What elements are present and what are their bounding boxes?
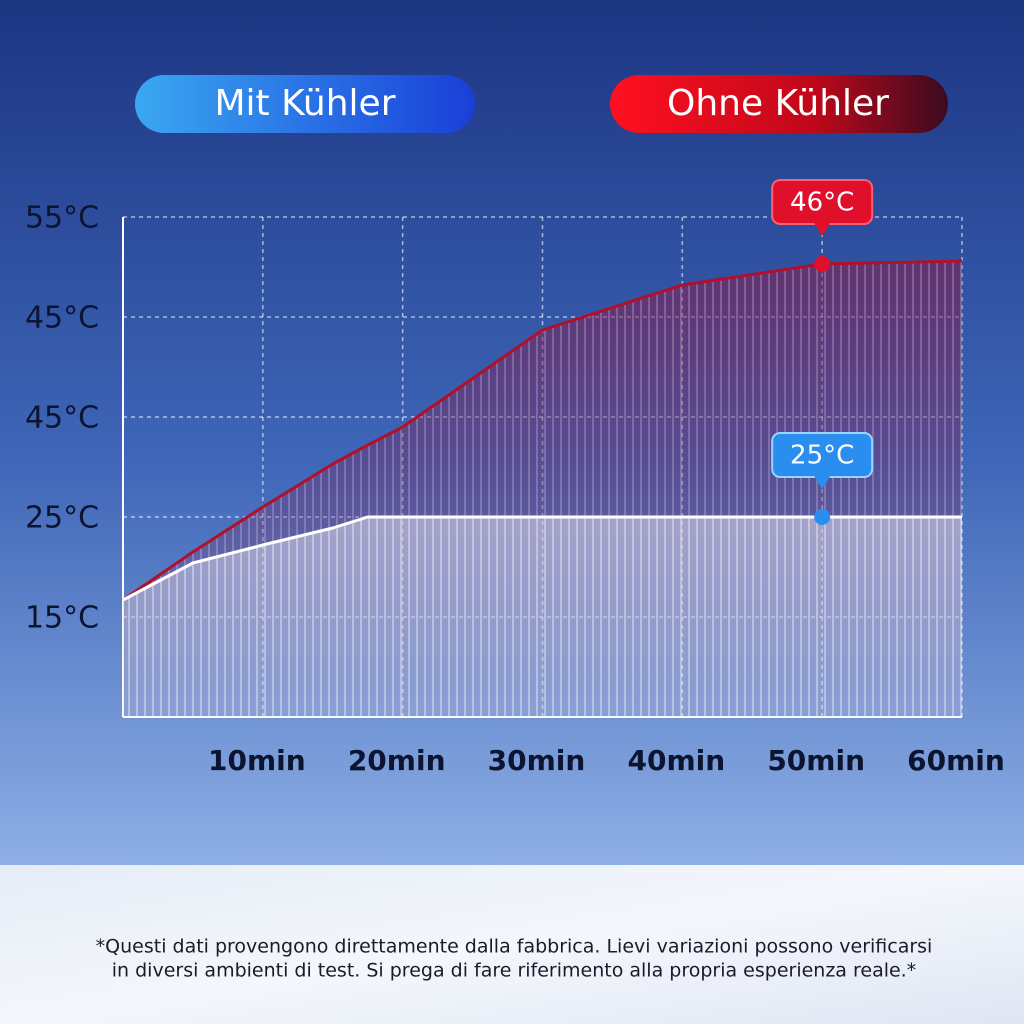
footnote: *Questi dati provengono direttamente dal… — [96, 936, 933, 958]
legend-pill — [135, 75, 475, 133]
series-line — [122, 259, 963, 602]
footnote: in diversi ambienti di test. Si prega di… — [112, 960, 916, 982]
y-tick-label: 15°C — [25, 601, 99, 636]
y-tick-label: 25°C — [25, 501, 99, 536]
x-tick-label: 60min — [907, 744, 1005, 777]
legend-label: Ohne Kühler — [667, 83, 889, 124]
y-tick-label: 55°C — [25, 201, 99, 236]
y-tick-label: 45°C — [25, 301, 99, 336]
series-line — [122, 515, 962, 602]
annotation-pointer — [814, 476, 831, 489]
annotation-label: 46°C — [790, 188, 854, 218]
data-point — [814, 256, 831, 272]
legend-pill — [610, 75, 948, 133]
x-tick-label: 40min — [627, 744, 725, 777]
x-tick-label: 30min — [488, 744, 586, 777]
frost-band — [0, 865, 1024, 1024]
legend-label: Mit Kühler — [214, 83, 395, 124]
annotation-label: 25°C — [790, 441, 854, 471]
x-tick-label: 10min — [208, 744, 306, 777]
plot-area: 55°C 45°C 45°C 25°C 15°C 10min 20min 30min 40min… — [25, 201, 1005, 778]
data-point — [814, 509, 831, 525]
x-tick-label: 20min — [348, 744, 446, 777]
annotation-pointer — [814, 223, 831, 236]
x-tick-label: 50min — [767, 744, 865, 777]
area-stripes — [123, 517, 962, 717]
y-tick-label: 45°C — [25, 401, 99, 436]
